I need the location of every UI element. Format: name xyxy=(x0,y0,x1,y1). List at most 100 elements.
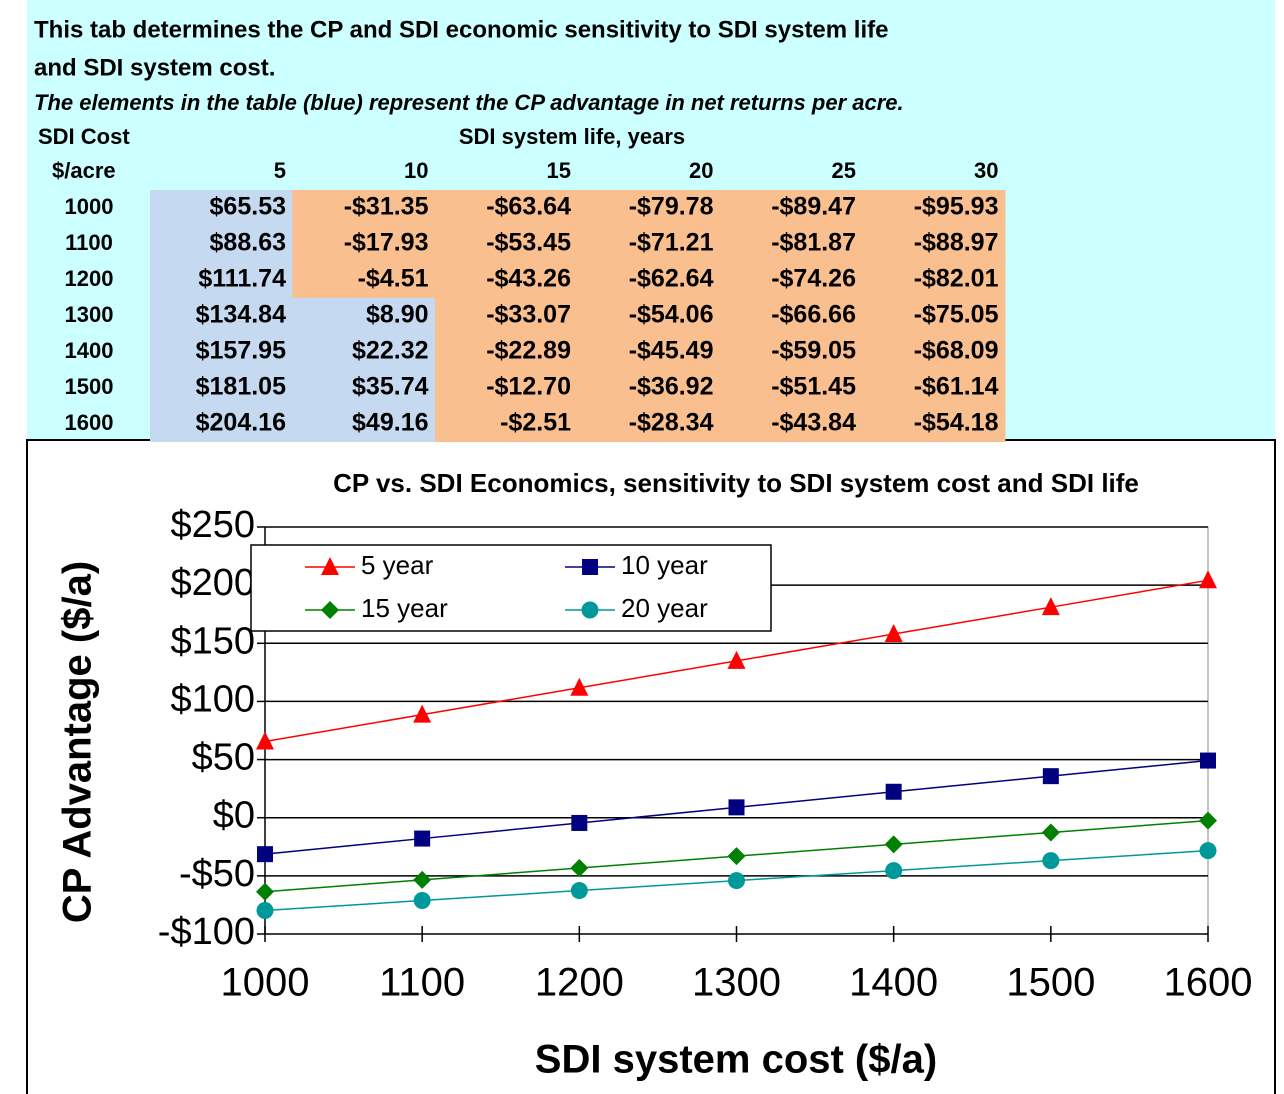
y-tick-label: -$50 xyxy=(179,853,255,895)
y-tick-label: $250 xyxy=(170,504,255,546)
data-point xyxy=(571,814,588,831)
data-point xyxy=(413,704,432,723)
cell: -$33.07 xyxy=(486,301,571,329)
data-point xyxy=(256,882,274,901)
cell: -$81.87 xyxy=(771,229,856,257)
cell: -$88.97 xyxy=(914,229,999,257)
x-tick-label: 1100 xyxy=(379,961,465,1005)
legend-marker xyxy=(581,601,599,619)
legend xyxy=(250,544,772,632)
title-line: and SDI system cost. xyxy=(34,54,275,81)
cell-bg xyxy=(435,262,578,298)
cell: -$66.66 xyxy=(771,301,856,329)
legend-label: 15 year xyxy=(361,593,448,623)
cell: -$4.51 xyxy=(358,265,429,293)
cell: -$28.34 xyxy=(629,409,714,437)
cell: $88.63 xyxy=(210,229,286,257)
data-point xyxy=(728,872,745,890)
row-label: 1600 xyxy=(65,410,114,435)
cell-bg xyxy=(720,262,863,298)
cell-bg xyxy=(577,334,721,370)
cell: $204.16 xyxy=(196,409,286,437)
cell-bg xyxy=(292,262,436,298)
cell: -$54.18 xyxy=(914,409,999,437)
y-tick-label: $200 xyxy=(170,562,255,604)
chart-title: CP vs. SDI Economics, sensitivity to SDI… xyxy=(333,468,1139,498)
cell-bg xyxy=(150,298,293,334)
x-tick-label: 1600 xyxy=(1164,961,1253,1005)
y-tick-label: $50 xyxy=(192,737,255,779)
cell-bg xyxy=(150,190,293,226)
legend-marker xyxy=(321,557,339,575)
cell-bg xyxy=(862,406,1006,442)
cell-bg xyxy=(292,190,436,226)
data-point xyxy=(727,847,746,866)
cell-bg xyxy=(862,370,1006,406)
cell: -$79.78 xyxy=(629,193,714,221)
cell-bg xyxy=(435,334,578,370)
cell: -$54.06 xyxy=(629,301,714,329)
cell: -$75.05 xyxy=(914,301,999,329)
column-header: 10 xyxy=(404,158,428,183)
cell: -$2.51 xyxy=(500,409,571,437)
cell-bg xyxy=(292,370,436,406)
cell-bg xyxy=(435,226,578,262)
cell: $22.32 xyxy=(352,337,428,365)
cell: -$31.35 xyxy=(344,193,429,221)
legend-label: 10 year xyxy=(621,550,708,580)
cell-bg xyxy=(292,298,436,334)
column-header: 15 xyxy=(547,158,571,183)
x-axis-title: SDI system cost ($/a) xyxy=(535,1038,937,1082)
cell: -$71.21 xyxy=(629,229,714,257)
cell: -$68.09 xyxy=(914,337,999,365)
cell: -$89.47 xyxy=(771,193,856,221)
column-header: 25 xyxy=(832,158,856,183)
cell-bg xyxy=(577,298,721,334)
row-header: $/acre xyxy=(52,158,116,183)
cell-bg xyxy=(577,190,721,226)
data-point xyxy=(570,859,589,878)
column-group: SDI system life, years xyxy=(459,124,685,149)
cell-bg xyxy=(292,406,436,442)
cell: $8.90 xyxy=(366,301,429,329)
x-tick-label: 1500 xyxy=(1006,961,1095,1005)
cell: $35.74 xyxy=(352,373,429,401)
legend-label: 20 year xyxy=(621,593,708,623)
cell-bg xyxy=(435,298,578,334)
cell-bg xyxy=(720,334,863,370)
x-tick-label: 1000 xyxy=(221,961,310,1005)
data-point xyxy=(414,830,431,847)
cell-bg xyxy=(435,406,578,442)
cell: -$43.84 xyxy=(771,409,856,437)
row-header: SDI Cost xyxy=(38,124,130,149)
y-tick-label: $100 xyxy=(170,678,255,720)
subtitle: The elements in the table (blue) represe… xyxy=(34,90,904,115)
data-point xyxy=(1199,570,1217,589)
y-axis-title: CP Advantage ($/a) xyxy=(56,561,100,923)
cell-bg xyxy=(577,370,721,406)
cell: -$36.92 xyxy=(629,373,714,401)
cell: -$63.64 xyxy=(486,193,571,221)
legend-marker xyxy=(582,559,598,575)
data-point xyxy=(1041,823,1060,842)
row-label: 1500 xyxy=(65,374,114,399)
cell-bg xyxy=(862,298,1006,334)
column-header: 30 xyxy=(974,158,998,183)
cell-bg xyxy=(720,370,863,406)
cell: -$43.26 xyxy=(486,265,571,293)
title-line: This tab determines the CP and SDI econo… xyxy=(34,16,888,43)
y-tick-label: $150 xyxy=(170,620,255,662)
cell: -$74.26 xyxy=(771,265,856,293)
cell: -$61.14 xyxy=(914,373,999,401)
cell-bg xyxy=(720,298,863,334)
cell: -$53.45 xyxy=(486,229,571,257)
cell: -$59.05 xyxy=(771,337,856,365)
data-point xyxy=(257,846,273,863)
cell-bg xyxy=(862,334,1006,370)
column-header: 5 xyxy=(274,158,286,183)
cell-bg xyxy=(577,262,721,298)
cell-bg xyxy=(720,190,863,226)
cell-bg xyxy=(862,226,1006,262)
cell-bg xyxy=(720,226,863,262)
